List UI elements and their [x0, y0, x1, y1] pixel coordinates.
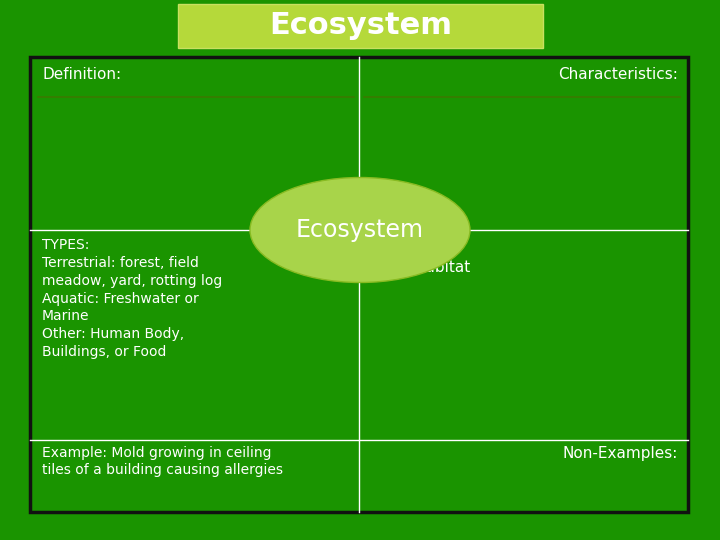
- Ellipse shape: [250, 178, 470, 282]
- Text: Ecosystem: Ecosystem: [269, 11, 452, 40]
- Text: TYPES:
Terrestrial: forest, field
meadow, yard, rotting log
Aquatic: Freshwater : TYPES: Terrestrial: forest, field meadow…: [42, 238, 222, 359]
- Text: Definition:: Definition:: [42, 67, 121, 82]
- FancyBboxPatch shape: [178, 4, 543, 48]
- Text: Example: Mold growing in ceiling
tiles of a building causing allergies: Example: Mold growing in ceiling tiles o…: [42, 446, 283, 477]
- Text: Habitat: Habitat: [414, 260, 470, 275]
- FancyBboxPatch shape: [30, 57, 688, 512]
- Text: Characteristics:: Characteristics:: [558, 67, 678, 82]
- Text: Non-Examples:: Non-Examples:: [562, 446, 678, 461]
- Text: Ecosystem: Ecosystem: [296, 218, 424, 242]
